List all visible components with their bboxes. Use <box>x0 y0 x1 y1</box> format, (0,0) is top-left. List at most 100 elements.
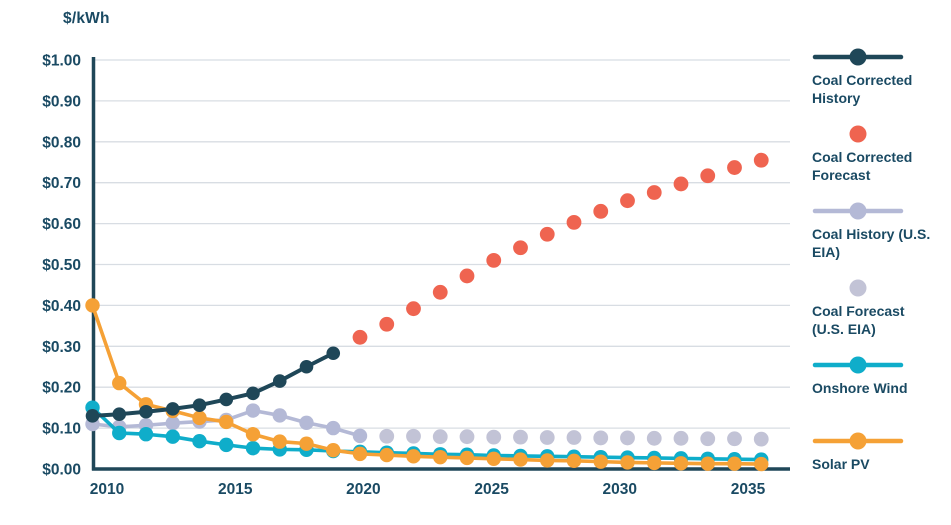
legend-swatch-graphic <box>849 279 867 297</box>
y-tick-label: $0.10 <box>42 421 81 438</box>
series-point-solar-pv <box>245 427 261 442</box>
series-point-onshore-wind <box>112 425 127 441</box>
series-point-coal-corrected-forecast <box>593 203 609 219</box>
y-tick-label: $0.00 <box>42 462 81 479</box>
series-point-coal-forecast-eia <box>673 430 689 446</box>
legend-dot <box>849 125 867 143</box>
series-point-coal-forecast-eia <box>486 429 502 445</box>
dot-swatch-icon <box>812 278 904 298</box>
x-tick-label: 2030 <box>603 481 637 498</box>
series-point-solar-pv <box>192 410 207 426</box>
chart-plot-area: $0.00 $0.10 $0.20 $0.30 $0.40 $0.50 $0.60 $0.70… <box>42 53 790 498</box>
series-point-coal-corrected-forecast <box>646 185 662 200</box>
series-point-coal-history-eia <box>272 408 287 423</box>
series-point-coal-forecast-eia <box>459 429 475 445</box>
legend-item-coal-corrected-forecast: Coal Corrected Forecast <box>812 124 951 184</box>
series-point-coal-forecast-eia <box>620 430 635 446</box>
series-point-coal-corrected-history <box>219 392 234 407</box>
series-point-solar-pv <box>272 434 287 449</box>
series-point-solar-pv <box>486 451 501 466</box>
y-tick-label: $0.80 <box>42 134 81 151</box>
legend-item-onshore-wind: Onshore Wind <box>812 355 951 397</box>
legend-swatch-graphic <box>812 432 904 450</box>
legend-dot <box>849 432 867 450</box>
series-point-solar-pv <box>326 442 341 458</box>
legend-item-coal-history-eia: Coal History (U.S. EIA) <box>812 201 951 261</box>
series-point-solar-pv <box>112 375 127 391</box>
x-tick-label: 2015 <box>218 481 253 498</box>
series-point-coal-corrected-forecast <box>673 176 689 192</box>
series-point-solar-pv <box>673 456 689 471</box>
series-point-coal-corrected-forecast <box>700 168 716 184</box>
series-point-coal-history-eia <box>352 428 368 444</box>
series-point-coal-history-eia <box>165 415 180 431</box>
legend-swatch-graphic <box>812 48 904 66</box>
y-axis-unit-label: $/kWh <box>63 10 110 27</box>
series-point-coal-corrected-forecast <box>727 160 742 175</box>
series-point-coal-corrected-forecast <box>620 193 635 209</box>
series-point-solar-pv <box>406 449 421 464</box>
legend-item-label: Coal Corrected Forecast <box>812 149 913 184</box>
series-point-coal-corrected-history <box>299 359 314 374</box>
series-point-solar-pv <box>620 455 635 470</box>
line-dot-swatch-icon <box>812 47 904 67</box>
series-point-coal-corrected-history <box>326 346 341 361</box>
y-tick-label: $0.30 <box>42 339 81 356</box>
y-tick-label: $1.00 <box>42 53 81 70</box>
series-point-solar-pv <box>700 456 715 471</box>
legend-item-label: Coal Corrected History <box>812 72 913 107</box>
series-point-coal-corrected-forecast <box>406 301 421 317</box>
legend-dot <box>849 202 867 220</box>
legend-swatch-graphic <box>849 125 867 143</box>
x-tick-label: 2010 <box>90 481 124 498</box>
series-point-onshore-wind <box>245 440 261 456</box>
legend-dot <box>849 48 867 66</box>
series-point-coal-corrected-history <box>165 402 180 416</box>
series-point-solar-pv <box>379 447 394 463</box>
series-point-coal-corrected-forecast <box>513 240 528 256</box>
y-tick-label: $0.90 <box>42 93 81 110</box>
series-point-coal-forecast-eia <box>700 431 716 447</box>
series-point-solar-pv <box>352 446 368 462</box>
series-point-solar-pv <box>754 456 769 472</box>
legend-item-coal-corrected-history: Coal Corrected History <box>812 47 951 107</box>
series-point-coal-forecast-eia <box>566 430 582 445</box>
series-point-solar-pv <box>219 414 234 430</box>
line-dot-swatch-icon <box>812 355 904 375</box>
series-point-coal-corrected-forecast <box>486 253 502 268</box>
y-tick-label: $0.40 <box>42 298 81 315</box>
legend-item-solar-pv: Solar PV <box>812 431 951 473</box>
series-point-onshore-wind <box>192 433 207 449</box>
legend-item-coal-forecast-eia: Coal Forecast (U.S. EIA) <box>812 278 951 338</box>
series-point-onshore-wind <box>138 427 154 442</box>
series-point-solar-pv <box>647 455 662 471</box>
dot-swatch-icon <box>812 124 904 144</box>
series-line-coal-corrected-history <box>90 351 336 418</box>
series-point-coal-corrected-forecast <box>352 329 368 345</box>
series-point-coal-corrected-history <box>112 407 127 421</box>
series-point-coal-corrected-forecast <box>432 284 448 300</box>
series-point-coal-forecast-eia <box>593 430 609 446</box>
series-point-onshore-wind <box>219 437 234 453</box>
series-point-coal-corrected-history <box>246 386 260 401</box>
series-point-coal-corrected-history <box>85 409 100 423</box>
series-point-coal-corrected-history <box>272 374 287 388</box>
series-point-coal-corrected-forecast <box>566 214 582 230</box>
series-point-solar-pv <box>566 453 582 469</box>
legend-swatch-graphic <box>812 202 904 220</box>
x-tick-label: 2035 <box>731 481 766 498</box>
series-point-coal-history-eia <box>326 420 341 436</box>
series-point-onshore-wind <box>165 429 180 444</box>
series-point-coal-forecast-eia <box>727 431 742 447</box>
series-point-coal-forecast-eia <box>753 431 769 447</box>
legend-item-label: Solar PV <box>812 456 870 472</box>
series-point-coal-forecast-eia <box>646 430 662 446</box>
series-point-coal-corrected-history <box>139 404 153 419</box>
series-point-solar-pv <box>299 436 314 451</box>
legend-item-label: Coal Forecast (U.S. EIA) <box>812 303 905 338</box>
series-point-solar-pv <box>433 449 448 465</box>
series-point-coal-forecast-eia <box>406 428 421 444</box>
series-point-coal-history-eia <box>245 403 261 418</box>
line-dot-swatch-icon <box>812 431 904 451</box>
series-point-solar-pv <box>727 456 742 471</box>
